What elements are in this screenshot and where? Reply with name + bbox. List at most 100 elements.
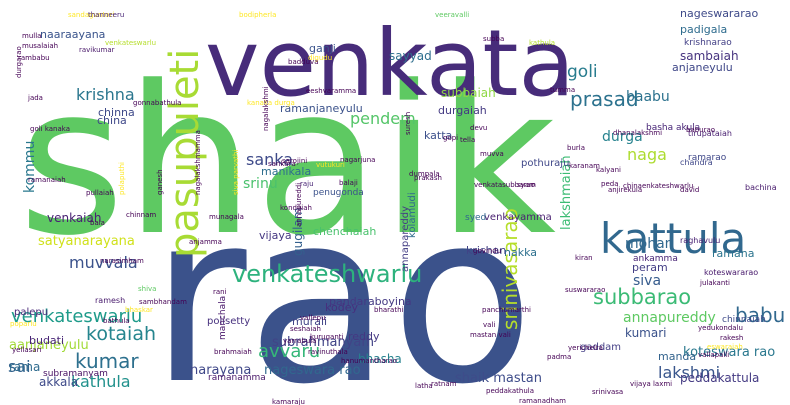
- word-rambabu: rambabu: [18, 54, 50, 62]
- word-polisetty: polisetty: [207, 316, 250, 327]
- word-mohan: mohan: [625, 236, 674, 252]
- word-kotaiah: kotaiah: [86, 323, 156, 345]
- word-yerichelra: yerichelra: [568, 344, 603, 352]
- word-naga: naga: [627, 145, 667, 164]
- word-shaik: shaik: [18, 43, 556, 281]
- word-nagalakshmamma: nagalakshmamma: [194, 130, 202, 195]
- word-satyanarayana: satyanarayana: [38, 234, 135, 249]
- word-srinu: srinu: [243, 176, 278, 192]
- word-kathula: kathula: [529, 39, 555, 47]
- word-venkateswarlu: venkateswarlu: [11, 306, 142, 327]
- word-sandaguntori: sandaguntori: [68, 11, 114, 19]
- word-sayyad: sayyad: [389, 49, 432, 63]
- word-kattula: kattula: [600, 214, 746, 263]
- word-suswararao: suswararao: [565, 286, 605, 294]
- word-sarojini: sarojini: [282, 157, 307, 165]
- word-srinivasarao: srinivasarao: [498, 208, 522, 330]
- word-panchumarthi: panchumarthi: [482, 306, 531, 314]
- word-bachina: bachina: [745, 183, 777, 192]
- word-kamaraju: kamaraju: [272, 398, 305, 405]
- word-burla: burla: [567, 144, 585, 152]
- word-prasad: prasad: [570, 87, 639, 111]
- word-kuruganti: kuruganti: [310, 333, 344, 341]
- word-yedukondalu: yedukondalu: [698, 324, 743, 332]
- word-baburao: baburao: [686, 126, 715, 134]
- word-ramanaiah: ramanaiah: [28, 176, 66, 184]
- word-hanumantharao: hanumantharao: [341, 357, 397, 365]
- word-ramesh: ramesh: [95, 296, 125, 305]
- word-bhasha: bhasha: [358, 352, 402, 366]
- word-sankara: sankara: [268, 160, 296, 168]
- word-poparlu: poparlu: [10, 320, 37, 328]
- word-syam: syam: [517, 181, 536, 189]
- word-nagalakshmi: nagalakshmi: [262, 86, 270, 131]
- word-srinivasa: srinivasa: [592, 388, 623, 396]
- word-sambaiah: sambaiah: [680, 49, 739, 63]
- word-ganji: ganji: [309, 42, 336, 55]
- word-krishan: krishan: [466, 244, 506, 257]
- word-manchala: manchala: [218, 296, 228, 340]
- word-kumar: kumar: [75, 349, 139, 373]
- word-vutukuri: vutukuri: [316, 161, 345, 169]
- word-kanaka-durga: kanaka durga: [247, 99, 295, 107]
- word-mulla: mulla: [22, 32, 41, 40]
- word-bharathi: bharathi: [374, 306, 404, 314]
- word-anjirekula: anjirekula: [608, 186, 642, 194]
- word-vallepu: vallepu: [300, 314, 326, 322]
- word-annapureddi: annapureddi: [295, 183, 303, 227]
- word-peddakathula: peddakathula: [486, 387, 534, 395]
- word-vallapalli: vallapalli: [698, 351, 729, 359]
- word-penugonda: penugonda: [313, 188, 364, 198]
- word-kodey: kodey: [325, 301, 358, 314]
- word-nageswararao: nageswararao: [680, 7, 758, 20]
- word-chenchaiah: chenchaiah: [313, 225, 376, 238]
- word-bhaskar: bhaskar: [125, 306, 153, 314]
- word-sanka: sanka: [246, 150, 293, 169]
- word-sai: sai: [8, 357, 31, 376]
- word-veeravalli: veeravalli: [435, 11, 469, 19]
- word-gaddam: gaddam: [580, 342, 621, 353]
- word-devu: devu: [470, 124, 487, 132]
- word-subba: subba: [483, 35, 504, 43]
- word-shaik-mastan: shaik mastan: [455, 371, 542, 386]
- word-kathula: kathula: [71, 372, 131, 391]
- word-kiran: kiran: [575, 254, 593, 262]
- word-lakshmi: lakshmi: [658, 363, 720, 382]
- word-polaputhi: polaputhi: [118, 162, 126, 195]
- word-ramanadham: ramanadham: [519, 397, 566, 405]
- word-muvvala: muvvala: [69, 253, 138, 272]
- word-rao: rao: [150, 163, 534, 405]
- word-gonnabathula: gonnabathula: [133, 99, 181, 107]
- word-raghavulu: raghavulu: [680, 236, 720, 245]
- word-pandaraboyina: pandaraboyina: [329, 295, 412, 308]
- word-suresh: suresh: [404, 112, 412, 135]
- word-peram: peram: [632, 261, 668, 274]
- word-padma: padma: [547, 353, 571, 361]
- word-kolamudi: kolamudi: [407, 192, 418, 238]
- word-ramarao: ramarao: [688, 153, 727, 163]
- word-brahmaiah: brahmaiah: [214, 348, 252, 356]
- word-krishna: krishna: [76, 85, 135, 104]
- word-venkateshwarlu: venkateshwarlu: [232, 260, 422, 288]
- word-munagala: munagala: [209, 213, 244, 221]
- word-murali: murali: [292, 315, 327, 328]
- word-rani: rani: [213, 288, 227, 296]
- word-narasimham: narasimham: [100, 257, 144, 265]
- word-annapureddy: annapureddy: [623, 310, 716, 326]
- word-kalyani: kalyani: [596, 166, 621, 174]
- word-bathula: bathula: [103, 317, 130, 325]
- word-muvva: muvva: [480, 150, 504, 158]
- word-chinnam: chinnam: [126, 211, 156, 219]
- word-subbarao: subbarao: [593, 285, 691, 309]
- word-karanam: karanam: [569, 162, 600, 170]
- word-durgarao: durgarao: [15, 46, 23, 78]
- word-kumari: kumari: [625, 326, 667, 340]
- word-yellasari: yellasari: [12, 346, 41, 354]
- word-syed: syed: [465, 213, 486, 223]
- word-krishnarao: krishnarao: [684, 38, 732, 48]
- word-nageswara-rao: nageswara rao: [264, 363, 361, 378]
- word-siva: siva: [633, 273, 661, 289]
- word-raju: raju: [300, 180, 314, 188]
- word-durga: durga: [602, 129, 643, 145]
